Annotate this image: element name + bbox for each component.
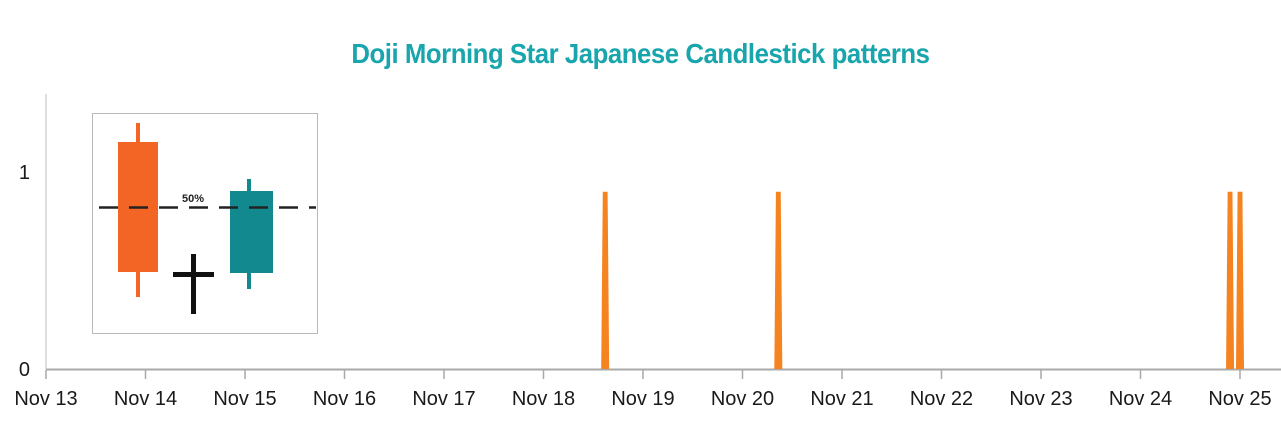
fifty-percent-label: 50% — [182, 193, 204, 205]
x-axis-tick-label: Nov 20 — [711, 388, 774, 410]
y-axis-tick-label: 0 — [19, 359, 30, 381]
bullish-candle-lower-wick — [247, 272, 251, 289]
x-axis-tick-label: Nov 25 — [1208, 388, 1271, 410]
x-axis-tick-label: Nov 24 — [1109, 388, 1172, 410]
signal-spike — [601, 191, 610, 369]
x-axis-tick-label: Nov 13 — [14, 388, 77, 410]
x-axis-tick-label: Nov 21 — [810, 388, 873, 410]
x-axis-tick-label: Nov 14 — [114, 388, 177, 410]
chart-title: Doji Morning Star Japanese Candlestick p… — [351, 38, 930, 69]
doji-cross-horizontal — [173, 272, 214, 277]
x-axis-tick-label: Nov 15 — [213, 388, 276, 410]
x-axis-tick-label: Nov 22 — [910, 388, 973, 410]
bullish-candle-body — [230, 191, 273, 273]
y-axis-tick-label: 1 — [19, 162, 30, 184]
doji-cross-vertical — [191, 254, 196, 314]
signal-spike — [1236, 191, 1244, 369]
x-axis-tick-label: Nov 23 — [1009, 388, 1072, 410]
signal-spike — [1226, 191, 1235, 369]
bearish-candle-lower-wick — [136, 271, 140, 297]
x-axis-tick-label: Nov 19 — [611, 388, 674, 410]
bullish-candle-upper-wick — [247, 179, 251, 193]
pattern-inset-svg: 50% — [99, 123, 316, 314]
bearish-candle-upper-wick — [136, 123, 140, 145]
signal-spike — [774, 191, 783, 369]
x-axis-tick-label: Nov 16 — [313, 388, 376, 410]
pattern-inset: 50% — [92, 113, 318, 334]
x-axis-tick-label: Nov 18 — [512, 388, 575, 410]
x-axis-tick-label: Nov 17 — [412, 388, 475, 410]
